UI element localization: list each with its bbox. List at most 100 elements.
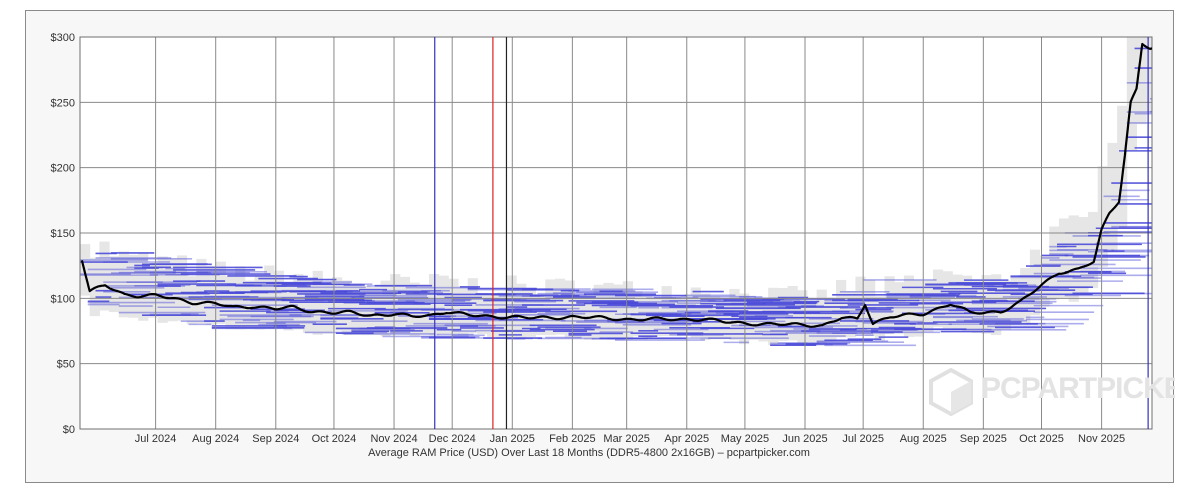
- watermark-text: PCPARTPICKER: [981, 372, 1175, 405]
- x-tick-label: May 2025: [721, 433, 769, 445]
- price-range-band: [981, 275, 992, 334]
- price-range-band: [913, 279, 924, 337]
- x-axis-labels: Jul 2024 Aug 2024 Sep 2024 Oct 2024 Nov 2024…: [135, 433, 1125, 445]
- price-range-band: [661, 286, 672, 337]
- price-range-band: [603, 282, 614, 338]
- price-range-band: [225, 276, 236, 330]
- price-range-band: [758, 301, 769, 342]
- price-range-band: [118, 251, 129, 318]
- price-range-band: [206, 265, 217, 325]
- average-price-series: [80, 42, 1152, 328]
- price-range-band: [991, 274, 1002, 336]
- price-range-band: [632, 291, 643, 337]
- price-range-band: [700, 293, 711, 341]
- price-range-band: [428, 273, 440, 336]
- chart-frame: $300 $250 $200 $150 $100 $50 $0 Jul 2024 Aug 20…: [25, 10, 1175, 483]
- price-range-band: [613, 284, 624, 340]
- price-range-band: [264, 265, 275, 329]
- price-range-band: [962, 275, 973, 332]
- price-range-band: [322, 283, 333, 334]
- y-tick-label: $250: [51, 97, 75, 109]
- price-range-band: [806, 300, 818, 342]
- price-range-band: [138, 252, 149, 321]
- price-range-band: [1058, 218, 1070, 298]
- price-range-band: [768, 287, 779, 346]
- y-tick-label: $150: [51, 228, 75, 240]
- price-range-band: [147, 262, 159, 318]
- price-range-band: [710, 296, 721, 340]
- price-range-band: [448, 278, 459, 334]
- price-range-band: [302, 279, 314, 333]
- x-tick-label: Nov 2024: [370, 433, 417, 445]
- y-tick-label: $100: [51, 293, 75, 305]
- chart-caption: Average RAM Price (USD) Over Last 18 Mon…: [368, 447, 810, 459]
- price-range-band: [109, 256, 120, 313]
- x-tick-label: Feb 2025: [549, 433, 595, 445]
- price-range-band: [467, 278, 478, 334]
- price-range-band: [1146, 37, 1152, 112]
- price-range-band: [845, 291, 856, 338]
- y-axis-labels: $300 $250 $200 $150 $100 $50 $0: [51, 32, 75, 436]
- y-tick-label: $50: [57, 359, 75, 371]
- x-tick-label: Apr 2025: [664, 433, 709, 445]
- price-range-band: [438, 275, 449, 335]
- price-range-band: [1126, 37, 1137, 151]
- price-range-band: [399, 276, 411, 335]
- x-tick-label: Nov 2025: [1078, 433, 1125, 445]
- price-range-band: [545, 279, 556, 336]
- price-range-band: [1088, 211, 1099, 289]
- y-tick-label: $300: [51, 32, 75, 44]
- price-range-band: [874, 296, 885, 341]
- x-tick-label: Aug 2024: [192, 433, 239, 445]
- price-range-band: [923, 280, 934, 333]
- price-range-band: [186, 276, 197, 325]
- price-range-band: [642, 296, 653, 339]
- price-range-band: [332, 277, 343, 331]
- price-range-band: [196, 258, 207, 324]
- y-tick-label: $200: [51, 163, 75, 175]
- price-range-band: [1097, 166, 1108, 268]
- vertical-markers: [434, 37, 1149, 429]
- price-range-band: [1136, 37, 1147, 125]
- price-range-band: [254, 275, 265, 330]
- x-tick-label: Oct 2025: [1019, 433, 1064, 445]
- price-range-band: [971, 279, 982, 334]
- price-range-band: [1029, 249, 1041, 316]
- y-tick-label: $0: [63, 424, 75, 436]
- price-range-band: [1020, 268, 1031, 323]
- price-range-band: [903, 275, 915, 337]
- price-range-band: [836, 279, 847, 338]
- price-range-band: [748, 301, 759, 340]
- x-tick-label: Mar 2025: [603, 433, 649, 445]
- x-tick-label: Jul 2025: [842, 433, 884, 445]
- price-range-band: [128, 254, 139, 318]
- price-range-band: [942, 271, 953, 329]
- price-range-band: [671, 298, 682, 337]
- pcpartpicker-logo-icon: [929, 367, 973, 417]
- price-range-band: [894, 282, 905, 334]
- gridlines: [79, 36, 1153, 430]
- price-range-band: [1117, 105, 1128, 228]
- price-range-band: [370, 287, 381, 335]
- x-tick-label: Jun 2025: [782, 433, 827, 445]
- x-tick-label: Jan 2025: [490, 433, 535, 445]
- price-range-band: [622, 281, 633, 340]
- price-range-band: [244, 280, 255, 330]
- price-range-band: [1000, 280, 1011, 330]
- price-range-band: [535, 294, 546, 336]
- price-range-band: [167, 258, 178, 322]
- x-tick-label: Dec 2024: [429, 433, 476, 445]
- price-range-band: [1068, 215, 1079, 302]
- price-range-band: [157, 256, 168, 323]
- price-history-chart: $300 $250 $200 $150 $100 $50 $0 Jul 2024 Aug 20…: [51, 32, 1175, 459]
- price-range-band: [1049, 226, 1060, 300]
- x-tick-label: Oct 2024: [312, 433, 357, 445]
- price-range-band: [564, 280, 575, 338]
- retailer-price-lines: [80, 47, 1152, 347]
- price-range-band: [1107, 142, 1118, 253]
- average-price-line: [80, 42, 1152, 328]
- pcpartpicker-watermark: PCPARTPICKER: [929, 367, 1175, 417]
- price-range-band: [341, 280, 352, 336]
- price-range-band: [477, 292, 488, 335]
- x-tick-label: Sep 2024: [252, 433, 299, 445]
